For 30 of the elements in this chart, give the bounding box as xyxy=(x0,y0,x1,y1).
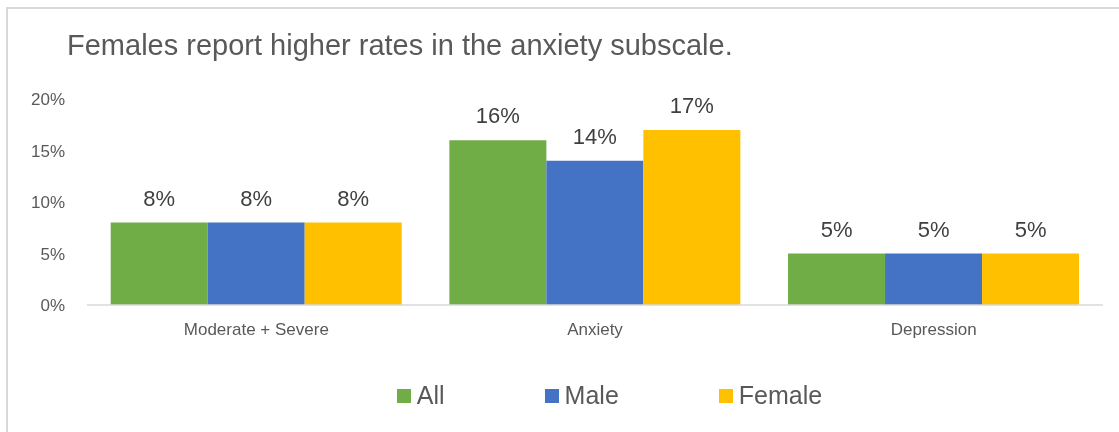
legend-label: Female xyxy=(738,381,823,410)
bar xyxy=(982,253,1080,305)
data-label: 16% xyxy=(475,103,520,129)
legend-label: All xyxy=(416,381,445,410)
y-tick-label: 15% xyxy=(30,141,65,161)
data-label: 8% xyxy=(337,185,370,211)
y-tick-label: 5% xyxy=(40,244,65,264)
data-label: 5% xyxy=(917,216,950,242)
bar xyxy=(110,222,208,305)
bar xyxy=(449,140,547,305)
data-label: 5% xyxy=(1014,216,1047,242)
data-label: 14% xyxy=(572,123,617,149)
bar xyxy=(788,253,886,305)
bar xyxy=(885,253,983,305)
x-tick-label: Moderate + Severe xyxy=(183,320,329,340)
bar xyxy=(546,160,644,305)
chart-title: Females report higher rates in the anxiety subscale. xyxy=(67,29,733,62)
y-tick-label: 0% xyxy=(40,296,65,316)
data-label: 17% xyxy=(669,92,714,118)
data-label: 5% xyxy=(820,216,853,242)
legend-label: Male xyxy=(564,381,619,410)
bar xyxy=(304,222,402,305)
bar xyxy=(643,129,741,305)
x-tick-label: Depression xyxy=(890,320,977,340)
x-tick-label: Anxiety xyxy=(567,320,624,340)
bar xyxy=(207,222,305,305)
data-label: 8% xyxy=(240,185,273,211)
data-label: 8% xyxy=(143,185,176,211)
y-tick-label: 20% xyxy=(30,90,65,110)
y-tick-label: 10% xyxy=(30,193,65,213)
